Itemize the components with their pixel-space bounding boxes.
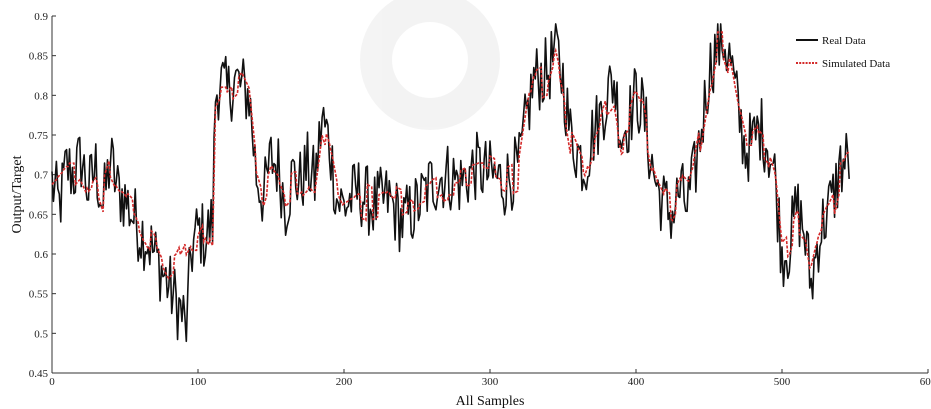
y-tick-label: 0.85 — [29, 51, 49, 63]
y-tick-label: 0.65 — [29, 209, 49, 221]
y-axis-title: Output/Target — [10, 155, 25, 233]
x-tick-label: 100 — [190, 376, 207, 388]
legend: Real Data Simulated Data — [796, 35, 890, 70]
x-axis-title: All Samples — [456, 394, 525, 409]
x-tick-label: 500 — [774, 376, 791, 388]
y-tick-label: 0.7 — [34, 170, 48, 182]
y-tick-label: 0.45 — [29, 368, 49, 380]
x-tick-label: 300 — [482, 376, 499, 388]
series-real-data-line — [51, 23, 850, 343]
legend-label-simulated-data: Simulated Data — [822, 58, 890, 70]
series-simulated-data-line — [51, 31, 850, 280]
y-tick-label: 0.9 — [34, 11, 48, 23]
x-tick-label: 600 — [920, 376, 931, 388]
y-tick-label: 0.55 — [29, 289, 49, 301]
x-tick-label: 400 — [628, 376, 645, 388]
watermark-logo — [360, 0, 500, 130]
y-tick-label: 0.5 — [34, 328, 48, 340]
y-tick-label: 0.8 — [34, 90, 48, 102]
x-tick-label: 0 — [49, 376, 55, 388]
x-tick-label: 200 — [336, 376, 353, 388]
y-tick-label: 0.6 — [34, 249, 48, 261]
legend-label-real-data: Real Data — [822, 35, 866, 47]
y-tick-label: 0.75 — [29, 130, 49, 142]
